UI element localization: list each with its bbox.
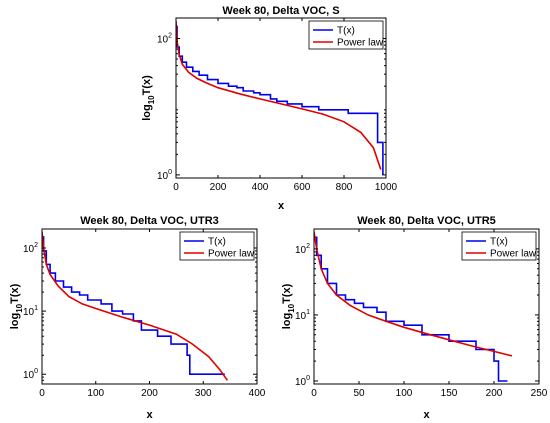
- y-tick-label: 102: [23, 242, 38, 255]
- series-t-x-line: [176, 25, 384, 175]
- y-tick-label: 101: [23, 305, 38, 318]
- x-tick-label: 250: [531, 388, 548, 399]
- series-power-law-line: [176, 21, 382, 170]
- legend: T(x)Power law: [179, 231, 255, 261]
- y-tick-label: 101: [295, 309, 310, 322]
- series-power-law-line: [314, 231, 513, 357]
- legend-box: [461, 231, 537, 261]
- x-axis-label: x: [278, 200, 285, 212]
- series-power-law-line: [42, 231, 229, 381]
- x-tick-label: 150: [441, 388, 458, 399]
- x-tick-label: 0: [39, 388, 45, 399]
- x-tick-label: 200: [141, 388, 158, 399]
- chart-title: Week 80, Delta VOC, UTR5: [357, 215, 496, 227]
- legend: T(x)Power law: [461, 231, 537, 261]
- legend-label-power-law: Power law: [208, 249, 255, 260]
- plot-area: [313, 228, 540, 385]
- legend-label-power-law: Power law: [490, 249, 537, 260]
- x-tick-label: 1000: [375, 182, 398, 193]
- chart-title: Week 80, Delta VOC, UTR3: [80, 215, 219, 227]
- x-tick-label: 200: [486, 388, 503, 399]
- chart-1: 0 200 400 600 800 1000 100 102 Week 80, Delta VO…: [141, 5, 398, 212]
- x-tick-label: 50: [353, 388, 365, 399]
- y-axis-label: log10T(x): [9, 283, 24, 329]
- legend-label-t-x: T(x): [208, 237, 226, 248]
- x-tick-label: 600: [294, 182, 311, 193]
- y-tick-label: 100: [157, 169, 172, 182]
- x-tick-label: 100: [87, 388, 104, 399]
- y-tick-label: 100: [295, 375, 310, 388]
- legend-box: [308, 20, 384, 50]
- series-t-x-line: [314, 236, 508, 382]
- x-tick-label: 200: [210, 182, 227, 193]
- y-axis-label: log10T(x): [281, 283, 296, 329]
- y-tick-label: 102: [295, 243, 310, 256]
- chart-3: 0 50 100 150 200 250 100 101 102 Week 80, Delta V…: [281, 215, 548, 421]
- legend: T(x)Power law: [308, 20, 384, 50]
- y-tick-label: 102: [157, 33, 172, 46]
- legend-label-power-law: Power law: [337, 38, 384, 49]
- legend-label-t-x: T(x): [337, 26, 355, 37]
- series-t-x-line: [42, 236, 225, 375]
- x-axis-label: x: [423, 409, 430, 421]
- x-tick-label: 100: [396, 388, 413, 399]
- x-tick-label: 0: [311, 388, 317, 399]
- x-tick-label: 400: [252, 182, 269, 193]
- x-tick-label: 0: [173, 182, 179, 193]
- x-tick-label: 300: [195, 388, 212, 399]
- legend-box: [179, 231, 255, 261]
- y-tick-label: 100: [23, 368, 38, 381]
- x-axis-label: x: [146, 409, 153, 421]
- y-axis-label: log10T(x): [141, 75, 156, 121]
- x-tick-label: 400: [249, 388, 266, 399]
- plot-area: [175, 17, 387, 179]
- legend-label-t-x: T(x): [490, 237, 508, 248]
- x-tick-label: 800: [336, 182, 353, 193]
- chart-title: Week 80, Delta VOC, S: [222, 5, 339, 17]
